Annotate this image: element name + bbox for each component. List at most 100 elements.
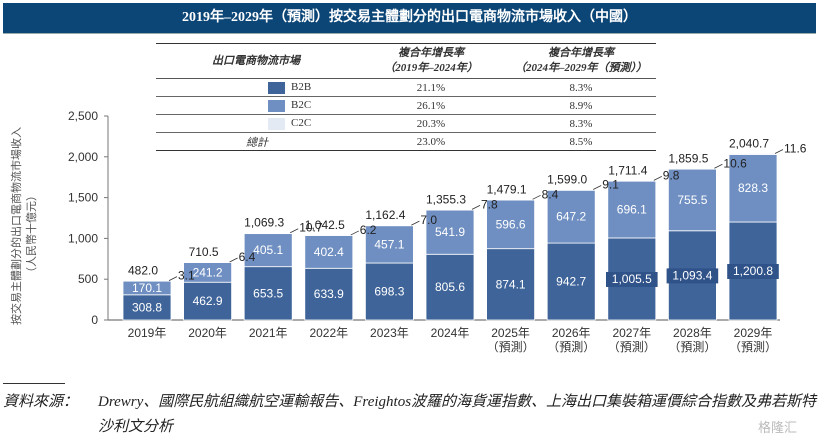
table-row-c2c: C2C 20.3% 8.3% <box>156 114 656 133</box>
value-label-b2c: 241.2 <box>193 265 223 279</box>
value-label-b2c: 596.6 <box>496 217 526 231</box>
segment-label: C2C <box>291 117 312 130</box>
cagr-value: 8.5% <box>506 132 656 151</box>
value-label-c2c: 10.6 <box>723 156 747 170</box>
bar-segment-b2b <box>425 253 475 321</box>
value-label-b2b: 942.7 <box>556 275 586 289</box>
total-label: 1,162.4 <box>365 208 405 222</box>
x-tick-labels: 2019年 2020年 2021年 2022年 2023年 2024年 2025年（預測）2… <box>128 326 777 354</box>
value-label-b2b: 1,093.4 <box>672 268 712 282</box>
value-label-c2c: 3.1 <box>178 269 195 283</box>
value-label-c2c: 11.6 <box>784 141 807 155</box>
bar-segment-b2c <box>728 154 778 223</box>
bar-segment-b2b <box>364 262 414 321</box>
table-row-b2c: B2C 26.1% 8.9% <box>156 96 656 115</box>
header-cagr-2019-2024-line1: 複合年增長率 <box>398 47 464 59</box>
c2c-leader-line <box>532 194 541 200</box>
value-label-b2c: 828.3 <box>738 181 768 195</box>
value-label-b2c: 647.2 <box>556 210 586 224</box>
y-tick-label: 1,000 <box>68 231 98 245</box>
bar-segment-c2c <box>607 179 657 182</box>
value-label-b2b: 308.8 <box>132 300 162 314</box>
x-tick-label: 2028年 <box>673 326 712 340</box>
bar-segment-c2c <box>122 280 172 282</box>
bar-segment-b2c <box>486 199 536 250</box>
x-tick-label: 2029年 <box>734 326 773 340</box>
y-tick-label: 2,500 <box>68 109 98 123</box>
cagr-value: 8.9% <box>506 96 656 115</box>
value-label-c2c: 10.7 <box>299 221 323 235</box>
cagr-value: 8.3% <box>506 78 656 97</box>
axes: 0 500 1,000 1,500 2,000 2,500 <box>68 109 780 327</box>
cagr-value: 23.0% <box>356 132 506 151</box>
bar-segment-b2b <box>183 281 233 321</box>
watermark: 格隆汇 <box>758 421 798 436</box>
value-label-b2b: 874.1 <box>496 277 526 291</box>
total-label: 1,711.4 <box>608 163 647 177</box>
total-label: 2,040.7 <box>729 136 769 150</box>
x-tick-sublabel: （預測） <box>608 340 656 354</box>
cagr-value: 8.3% <box>506 114 656 133</box>
c2c-leader-line <box>714 163 723 169</box>
segment-cell: C2C <box>156 114 356 133</box>
value-label-b2b: 462.9 <box>193 294 223 308</box>
legend-swatch-b2b <box>268 81 285 94</box>
x-tick-label: 2022年 <box>309 326 348 340</box>
value-label-b2c: 170.1 <box>132 281 162 295</box>
c2c-leader-line <box>774 149 784 154</box>
value-label-b2c: 457.1 <box>374 237 404 251</box>
y-tick-label: 2,000 <box>68 150 98 164</box>
value-label-c2c: 9.1 <box>602 178 619 192</box>
value-label-bg <box>666 268 719 284</box>
bar-segment-b2c <box>668 168 717 232</box>
header-cagr-2024-2029-line1: 複合年增長率 <box>548 47 614 59</box>
total-label: 1,599.0 <box>547 173 587 187</box>
bar-segment-c2c <box>668 167 717 170</box>
x-tick-label: 2023年 <box>370 326 409 340</box>
total-label: 1,069.3 <box>244 216 284 230</box>
c2c-leader-line <box>290 228 299 234</box>
bar-segment-b2c <box>607 180 657 239</box>
header-cagr-2019-2024-line2: （2019年–2024年） <box>384 62 478 74</box>
source-label: 資料來源： <box>3 394 79 410</box>
value-label-b2b: 805.6 <box>435 280 465 294</box>
bar-segment-c2c <box>546 189 596 191</box>
bar-segment-b2c <box>364 225 414 264</box>
segment-cell: B2C <box>156 96 356 115</box>
bars <box>122 153 778 321</box>
value-label-b2b: 1,005.5 <box>612 272 652 286</box>
y-axis-label-line2: （人民幣十億元） <box>24 190 38 278</box>
y-tick-label: 1,500 <box>68 191 98 205</box>
cagr-table: 出口電商物流市場 複合年增長率 （2019年–2024年） 複合年增長率 （20… <box>156 43 656 151</box>
value-label-b2c: 755.5 <box>677 193 707 207</box>
value-label-b2c: 402.4 <box>314 245 344 259</box>
value-label-b2c: 405.1 <box>253 243 283 257</box>
source-divider <box>3 383 65 384</box>
bar-segment-c2c <box>304 234 354 236</box>
x-tick-sublabel: （預測） <box>547 340 595 354</box>
c2c-leader-line <box>411 220 420 226</box>
total-label: 1,355.3 <box>426 192 466 206</box>
c2c-leader-line <box>593 185 602 190</box>
segment-cell: B2B <box>156 78 356 97</box>
c2c-leader-line <box>471 205 481 210</box>
total-label: 1,479.1 <box>487 182 527 196</box>
total-label: 1,042.5 <box>305 218 345 232</box>
bar-segment-c2c <box>364 224 414 227</box>
segment-label-total: 總計 <box>156 132 356 151</box>
bar-segment-b2b <box>304 267 354 321</box>
x-tick-label: 2019年 <box>128 326 167 340</box>
value-label-b2c: 541.9 <box>435 225 465 239</box>
bar-segment-b2b <box>243 266 293 321</box>
x-tick-label: 2027年 <box>612 326 651 340</box>
bar-segment-b2b <box>122 294 172 321</box>
y-tick-label: 500 <box>78 272 98 286</box>
bar-segment-c2c <box>243 232 293 235</box>
value-label-b2b: 698.3 <box>374 285 404 299</box>
x-tick-label: 2020年 <box>188 326 227 340</box>
table-row-total: 總計 23.0% 8.5% <box>156 132 656 151</box>
source-text: Drewry、國際民航組織航空運輸報告、Freightos波羅的海貨運指數、上海… <box>98 394 817 435</box>
total-label: 710.5 <box>189 245 219 259</box>
y-tick-label: 0 <box>91 313 98 327</box>
value-label-b2b: 653.5 <box>253 286 283 300</box>
